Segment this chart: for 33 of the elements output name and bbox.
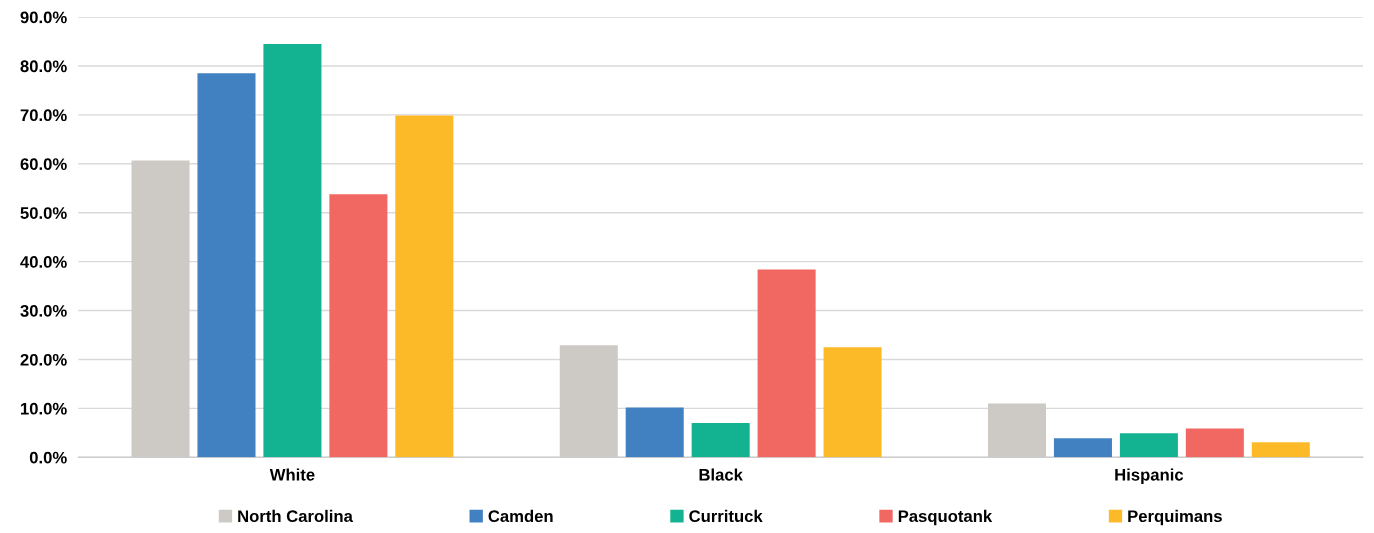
bar <box>395 115 454 458</box>
y-tick-label: 40.0% <box>20 256 67 268</box>
y-tick-label: 70.0% <box>20 109 67 122</box>
y-tick-label: 80.0% <box>20 60 67 73</box>
bar <box>263 43 322 458</box>
bar <box>1185 428 1244 458</box>
x-tick-label: Black <box>699 468 743 481</box>
x-tick-label: White <box>269 468 315 481</box>
bar <box>559 345 618 458</box>
y-tick-label: 30.0% <box>20 304 67 317</box>
y-tick-label: 0.0% <box>29 451 67 464</box>
bar <box>757 269 816 458</box>
legend-label: Pasquotank <box>898 509 993 526</box>
bar <box>823 347 882 458</box>
y-tick-label: 10.0% <box>21 402 67 415</box>
legend-label: Perquimans <box>1128 509 1222 526</box>
bar <box>131 160 190 458</box>
y-tick-label: 50.0% <box>20 207 67 219</box>
bar <box>987 403 1047 458</box>
x-tick-label: Hispanic <box>1115 468 1184 484</box>
bar <box>691 423 750 458</box>
legend-label: Camden <box>488 509 553 523</box>
bar <box>1119 433 1178 458</box>
y-tick-label: 60.0% <box>20 158 67 171</box>
legend-label: Currituck <box>689 509 763 523</box>
bar <box>625 407 684 458</box>
bar <box>1053 438 1112 458</box>
bar <box>1251 442 1310 458</box>
bar <box>329 194 388 458</box>
legend-label: North Carolina <box>238 509 353 523</box>
y-tick-label: 90.0% <box>20 11 67 24</box>
y-tick-label: 20.0% <box>20 353 67 366</box>
bar <box>197 73 256 458</box>
